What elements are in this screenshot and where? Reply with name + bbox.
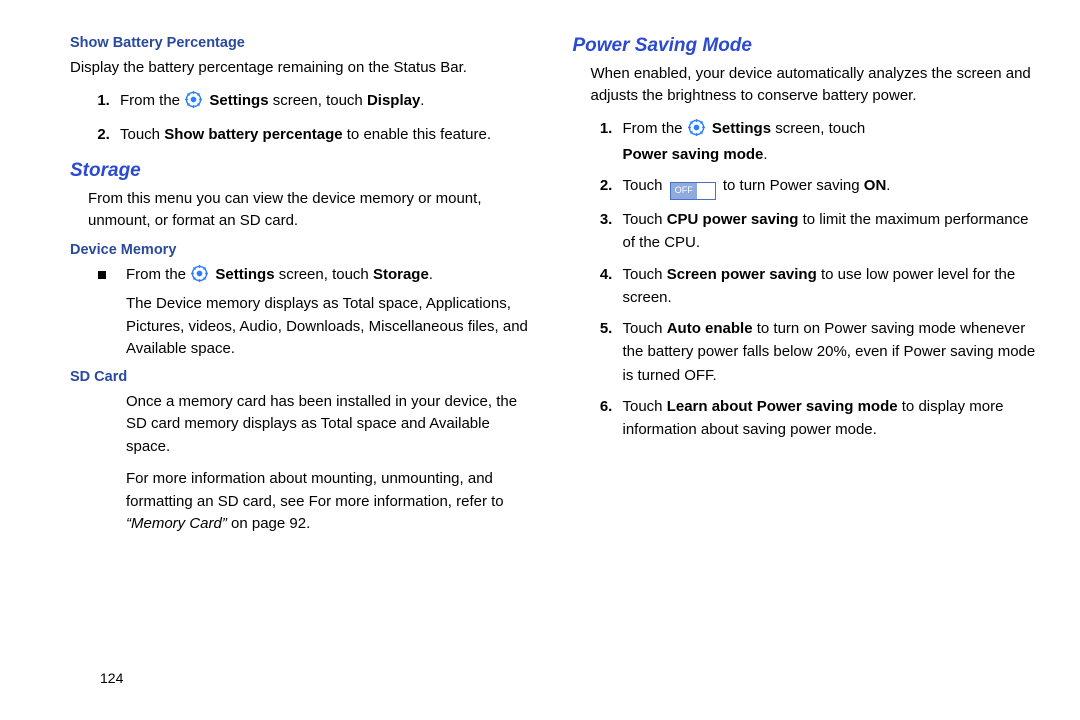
section-power-saving: Power Saving Mode — [573, 35, 1041, 57]
left-column: Show Battery Percentage Display the batt… — [70, 35, 538, 546]
section-storage: Storage — [70, 160, 538, 182]
power-step-2: Touch OFF to turn Power saving ON. — [617, 174, 1041, 200]
sd-card-p1: Once a memory card has been installed in… — [70, 391, 538, 459]
battery-step-2: Touch Show battery percentage to enable … — [114, 123, 538, 146]
sd-card-p2: For more information about mounting, unm… — [70, 468, 538, 536]
off-toggle-icon: OFF — [670, 182, 716, 200]
storage-body: From this menu you can view the device m… — [70, 188, 538, 232]
subheading-device-memory: Device Memory — [70, 242, 538, 258]
power-saving-body: When enabled, your device automatically … — [573, 63, 1041, 107]
manual-page: Show Battery Percentage Display the batt… — [0, 0, 1080, 566]
power-step-6: Touch Learn about Power saving mode to d… — [617, 395, 1041, 442]
power-step-5: Touch Auto enable to turn on Power savin… — [617, 317, 1041, 387]
page-number: 124 — [100, 670, 123, 686]
settings-icon — [688, 119, 705, 143]
battery-step-1: From the Settings screen, touch Display. — [114, 89, 538, 115]
power-saving-steps: From the Settings screen, touch Power sa… — [573, 117, 1041, 442]
square-bullet-icon — [98, 271, 106, 279]
device-memory-body: The Device memory displays as Total spac… — [126, 293, 538, 361]
right-column: Power Saving Mode When enabled, your dev… — [573, 35, 1041, 546]
subheading-battery-percentage: Show Battery Percentage — [70, 35, 538, 51]
device-memory-bullet: From the Settings screen, touch Storage.… — [70, 264, 538, 361]
power-step-1: From the Settings screen, touch Power sa… — [617, 117, 1041, 167]
battery-steps: From the Settings screen, touch Display.… — [70, 89, 538, 147]
battery-percentage-body: Display the battery percentage remaining… — [70, 57, 538, 79]
memory-card-reference: “Memory Card” — [126, 515, 227, 532]
subheading-sd-card: SD Card — [70, 369, 538, 385]
settings-icon — [191, 265, 208, 290]
power-step-3: Touch CPU power saving to limit the maxi… — [617, 208, 1041, 255]
power-step-4: Touch Screen power saving to use low pow… — [617, 263, 1041, 310]
settings-icon — [185, 91, 202, 115]
